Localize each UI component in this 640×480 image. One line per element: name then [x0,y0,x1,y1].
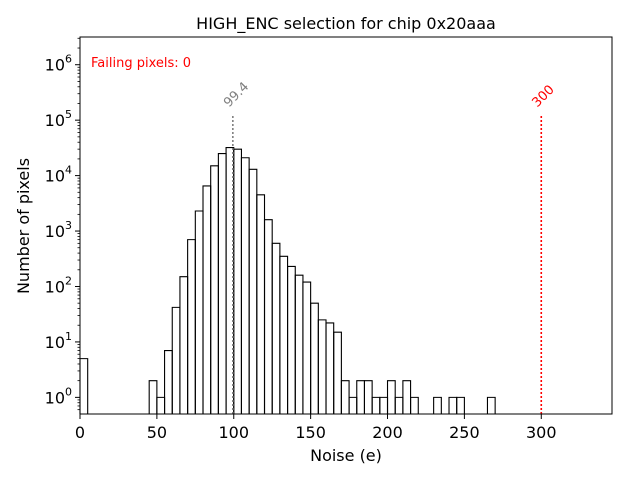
y-axis-label: Number of pixels [14,158,33,294]
y-tick-label: 100 [45,385,72,407]
histogram-bin-39 [486,396,496,414]
y-tick-label: 102 [45,274,72,296]
x-tick-label: 50 [147,423,167,442]
y-tick-label: 105 [45,108,72,130]
histogram-bin-38 [456,396,465,414]
plot-frame [79,36,613,415]
plot-background [80,37,612,414]
x-tick-label: 100 [218,423,249,442]
histogram-bins [79,147,496,414]
x-tick-label: 200 [372,423,403,442]
y-tick-label: 104 [45,164,72,186]
y-tick-label: 101 [45,330,72,352]
y-tick-label: 106 [45,53,72,75]
histogram-bin-25 [333,331,342,414]
histogram-bin-35 [410,396,419,414]
failing-pixels-annotation: Failing pixels: 0 [91,56,191,71]
y-axis-ticks: 100 101 102 103 104 105 106 [45,37,80,411]
x-tick-label: 300 [526,423,557,442]
x-tick-label: 0 [75,423,85,442]
y-tick-label: 103 [45,219,72,241]
chart-title: HIGH_ENC selection for chip 0x20aaa [196,14,496,34]
x-tick-label: 250 [449,423,480,442]
x-axis-ticks: 0 50 100 150 200 250 300 [75,414,557,442]
x-axis-label: Noise (e) [310,446,382,465]
x-tick-label: 150 [295,423,326,442]
histogram-bin-36 [433,396,442,414]
